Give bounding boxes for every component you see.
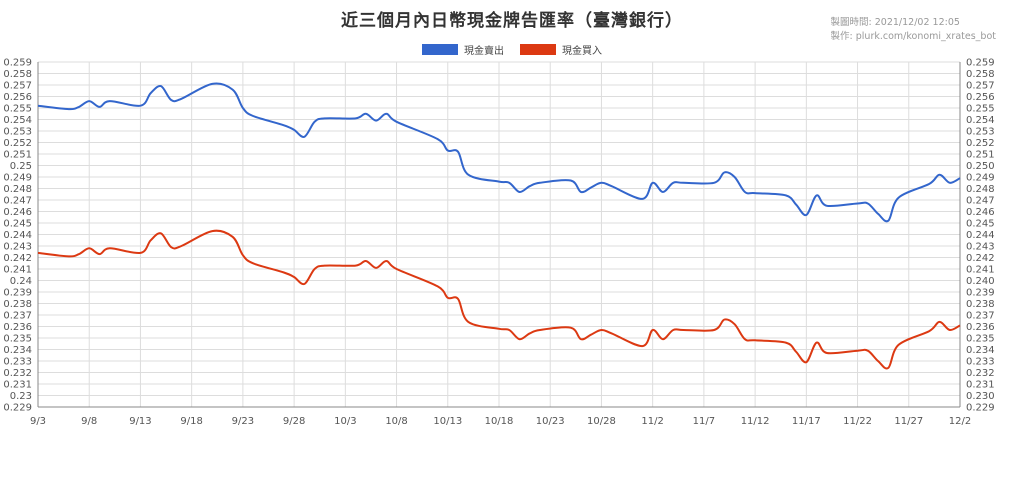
y-tick-label: 0.249 [3,173,32,184]
y-tick-label-right: 0.259 [966,58,995,69]
x-tick-label: 11/22 [843,416,872,427]
y-tick-label: 0.248 [3,184,32,195]
y-tick-label: 0.252 [3,138,32,149]
x-tick-label: 10/23 [536,416,565,427]
x-tick-label: 11/27 [894,416,923,427]
y-tick-label: 0.244 [3,230,32,241]
y-tick-label-right: 0.234 [966,345,995,356]
legend-label-sell: 現金賣出 [464,46,504,57]
y-tick-label: 0.229 [3,403,32,414]
y-tick-label-right: 0.246 [966,207,995,218]
y-tick-label-right: 0.242 [966,253,995,264]
y-tick-label-right: 0.254 [966,115,995,126]
y-tick-label: 0.257 [3,81,32,92]
x-tick-label: 10/28 [587,416,616,427]
y-tick-label-right: 0.232 [966,368,995,379]
legend-item-buy[interactable]: 現金買入 [520,42,602,57]
legend-item-sell[interactable]: 現金賣出 [422,42,504,57]
y-tick-label: 0.245 [3,219,32,230]
x-tick-label: 9/8 [81,416,97,427]
x-tick-label: 10/8 [385,416,407,427]
y-tick-label: 0.255 [3,104,32,115]
y-tick-label-right: 0.250 [966,161,995,172]
y-tick-label: 0.231 [3,380,32,391]
y-tick-label-right: 0.229 [966,403,995,414]
y-tick-label-right: 0.237 [966,311,995,322]
x-tick-label: 11/7 [693,416,715,427]
y-tick-label: 0.238 [3,299,32,310]
y-tick-label-right: 0.247 [966,196,995,207]
y-tick-label-right: 0.233 [966,357,995,368]
y-tick-label-right: 0.239 [966,288,995,299]
legend-swatch-sell [422,44,458,55]
y-tick-label: 0.256 [3,92,32,103]
series-line-sell [37,82,961,223]
y-tick-label: 0.247 [3,196,32,207]
y-tick-label-right: 0.245 [966,219,995,230]
y-tick-label-right: 0.230 [966,391,995,402]
x-tick-label: 11/2 [641,416,663,427]
x-tick-label: 9/18 [180,416,202,427]
x-tick-label: 11/12 [741,416,770,427]
y-tick-label-right: 0.231 [966,380,995,391]
legend-swatch-buy [520,44,556,55]
y-tick-label-right: 0.248 [966,184,995,195]
y-tick-label: 0.24 [10,276,32,287]
meta-time: 製圖時間: 2021/12/02 12:05 [830,17,960,28]
y-tick-label: 0.23 [10,391,32,402]
y-tick-label: 0.233 [3,357,32,368]
x-tick-label: 11/17 [792,416,821,427]
y-tick-label-right: 0.251 [966,150,995,161]
x-tick-label: 9/23 [232,416,254,427]
y-tick-label: 0.236 [3,322,32,333]
y-tick-label-right: 0.235 [966,334,995,345]
y-tick-label: 0.239 [3,288,32,299]
x-tick-label: 10/3 [334,416,356,427]
y-tick-label-right: 0.249 [966,173,995,184]
y-tick-label: 0.237 [3,311,32,322]
y-tick-label-right: 0.244 [966,230,995,241]
y-tick-label: 0.254 [3,115,32,126]
x-tick-label: 9/13 [129,416,151,427]
y-tick-label: 0.242 [3,253,32,264]
y-tick-label-right: 0.240 [966,276,995,287]
meta-author: 製作: plurk.com/konomi_xrates_bot [830,31,996,42]
y-tick-label: 0.235 [3,334,32,345]
y-tick-label-right: 0.252 [966,138,995,149]
series-line-buy [37,229,961,370]
chart-title: 近三個月內日幣現金牌告匯率（臺灣銀行） [341,11,683,31]
y-tick-label-right: 0.241 [966,265,995,276]
y-tick-label: 0.232 [3,368,32,379]
legend-label-buy: 現金買入 [562,46,602,57]
y-tick-label-right: 0.236 [966,322,995,333]
y-tick-label-right: 0.257 [966,81,995,92]
y-tick-label: 0.243 [3,242,32,253]
chart-meta: 製圖時間: 2021/12/02 12:05 製作: plurk.com/kon… [831,16,996,44]
y-tick-label-right: 0.255 [966,104,995,115]
y-tick-label-right: 0.256 [966,92,995,103]
y-tick-label: 0.234 [3,345,32,356]
y-tick-label-right: 0.258 [966,69,995,80]
y-tick-label: 0.25 [10,161,32,172]
y-tick-label: 0.253 [3,127,32,138]
y-tick-label: 0.241 [3,265,32,276]
y-tick-label-right: 0.238 [966,299,995,310]
legend: 現金賣出 現金買入 [0,42,1024,57]
y-tick-label: 0.258 [3,69,32,80]
x-tick-label: 9/28 [283,416,305,427]
x-tick-label: 12/2 [949,416,971,427]
x-tick-label: 10/18 [485,416,514,427]
y-tick-label-right: 0.243 [966,242,995,253]
x-tick-label: 10/13 [433,416,462,427]
y-tick-label: 0.259 [3,58,32,69]
y-tick-label-right: 0.253 [966,127,995,138]
y-tick-label: 0.251 [3,150,32,161]
x-tick-label: 9/3 [30,416,46,427]
y-tick-label: 0.246 [3,207,32,218]
